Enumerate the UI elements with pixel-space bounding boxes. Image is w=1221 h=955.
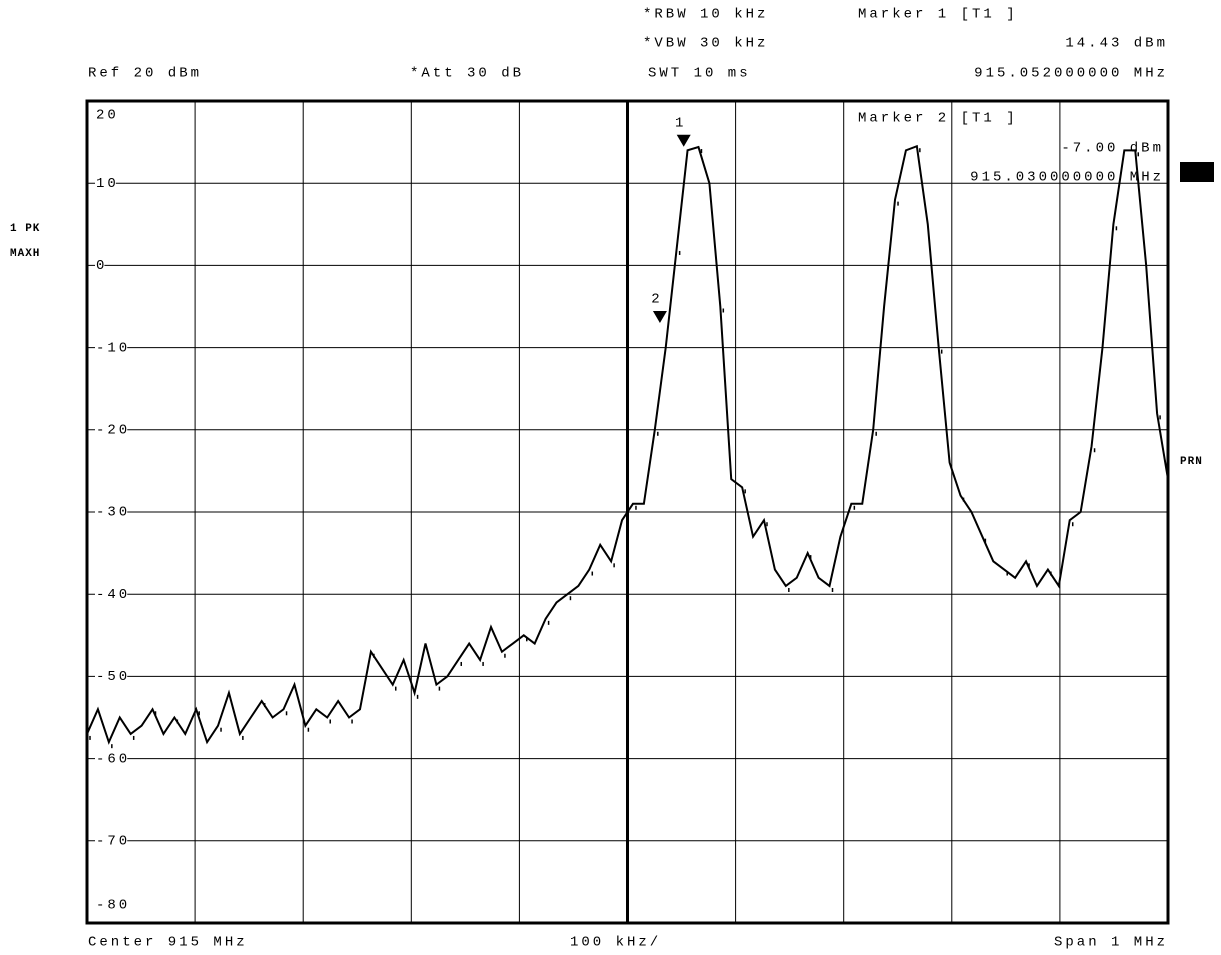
annotation: A [1190,167,1198,179]
y-tick-label-bg [95,504,128,521]
marker-triangle [652,310,667,323]
marker-label: 2 [651,292,662,308]
y-tick-label-bg [95,751,128,768]
annotation: MAXH [10,248,40,260]
y-tick-label: -70 [96,834,130,850]
y-tick-label-bg [95,586,128,603]
annotation: 915.030000000 MHz [970,170,1164,186]
y-tick-label: -60 [96,751,130,767]
y-tick-label-bg [95,669,128,686]
y-tick-label: -40 [96,587,130,603]
y-tick-label-bg [95,422,128,439]
annotation: *RBW 10 kHz [643,7,768,23]
y-tick-label: 10 [96,176,119,192]
annotation: 100 kHz/ [570,935,661,951]
y-tick-label-bg [95,175,116,192]
annotation: Ref 20 dBm [88,66,202,82]
annotation: 915.052000000 MHz [974,66,1168,82]
annotation: 14.43 dBm [1065,36,1168,52]
y-tick-label: -80 [96,898,130,914]
y-tick-label-bg [95,258,105,275]
marker-label: 1 [675,115,686,131]
annotation: Marker 1 [T1 ] [858,7,1018,23]
y-tick-label: -50 [96,669,130,685]
annotation: Span 1 MHz [1054,935,1168,951]
y-tick-label: -10 [96,340,130,356]
y-tick-label-bg [95,833,128,850]
annotation: Marker 2 [T1 ] [858,111,1018,127]
trace [86,144,1169,745]
badge [1180,162,1214,182]
annotation: Center 915 MHz [88,935,248,951]
y-tick-label: -30 [96,505,130,521]
annotation: *VBW 30 kHz [643,36,768,52]
annotation: *Att 30 dB [410,66,524,82]
marker-triangle [676,134,691,147]
plot-frame [85,99,1170,925]
annotation: -7.00 dBm [1061,141,1164,157]
y-tick-label: 0 [96,258,107,274]
y-tick-label: -20 [96,423,130,439]
annotation: PRN [1180,456,1203,468]
y-tick-label-bg [95,340,128,357]
annotation: 1 PK [10,223,40,235]
annotation: SWT 10 ms [648,66,751,82]
y-tick-label: 20 [96,108,119,124]
